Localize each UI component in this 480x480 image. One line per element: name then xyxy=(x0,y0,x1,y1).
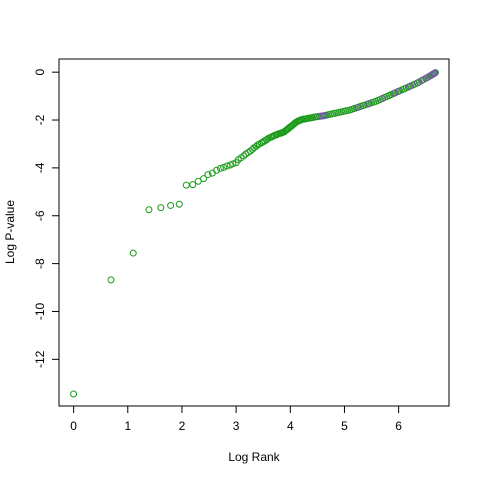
data-point xyxy=(216,164,224,172)
data-point xyxy=(189,181,197,189)
data-point xyxy=(175,200,183,208)
data-point xyxy=(129,249,137,257)
x-tick-label: 5 xyxy=(341,419,348,433)
data-point xyxy=(157,204,165,212)
data-point xyxy=(213,166,221,174)
data-point xyxy=(107,276,115,284)
x-tick-label: 3 xyxy=(233,419,240,433)
data-point xyxy=(430,70,438,78)
data-point xyxy=(204,171,212,179)
data-point xyxy=(431,69,439,77)
y-axis-title: Log P-value xyxy=(3,200,17,264)
x-tick-label: 0 xyxy=(70,419,77,433)
data-point xyxy=(229,160,237,168)
data-point xyxy=(220,163,228,171)
y-tick-label: -2 xyxy=(33,114,47,125)
data-point xyxy=(405,83,413,91)
y-tick-label: 0 xyxy=(33,69,47,76)
data-point xyxy=(240,152,248,160)
x-tick-label: 1 xyxy=(124,419,131,433)
data-points xyxy=(70,69,439,398)
x-tick-label: 4 xyxy=(287,419,294,433)
data-point xyxy=(145,206,153,214)
plot-frame xyxy=(58,58,450,407)
data-point xyxy=(419,76,427,84)
data-point xyxy=(182,181,190,189)
data-point xyxy=(365,100,373,108)
data-point xyxy=(223,162,231,170)
y-tick-label: -4 xyxy=(33,162,47,173)
y-axis: 0 -2 -4 -6 -8 -10 -12 xyxy=(33,69,59,368)
data-point xyxy=(316,112,324,120)
data-point xyxy=(167,201,175,209)
data-point xyxy=(254,141,262,149)
x-tick-label: 6 xyxy=(395,419,402,433)
y-tick-label: -12 xyxy=(33,350,47,368)
data-point xyxy=(378,94,386,102)
data-point xyxy=(414,79,422,87)
x-tick-label: 2 xyxy=(179,419,186,433)
data-point xyxy=(264,135,272,143)
data-point xyxy=(313,113,321,121)
x-axis-title: Log Rank xyxy=(228,450,280,464)
data-point xyxy=(395,87,403,95)
data-point xyxy=(390,89,398,97)
x-axis: 0 1 2 3 4 5 6 xyxy=(70,406,402,433)
data-point xyxy=(194,177,202,185)
data-point xyxy=(354,103,362,111)
y-tick-label: -8 xyxy=(33,258,47,269)
data-point xyxy=(200,175,208,183)
data-point xyxy=(70,390,78,398)
y-tick-label: -10 xyxy=(33,302,47,320)
y-tick-label: -6 xyxy=(33,210,47,221)
data-point xyxy=(321,111,329,119)
